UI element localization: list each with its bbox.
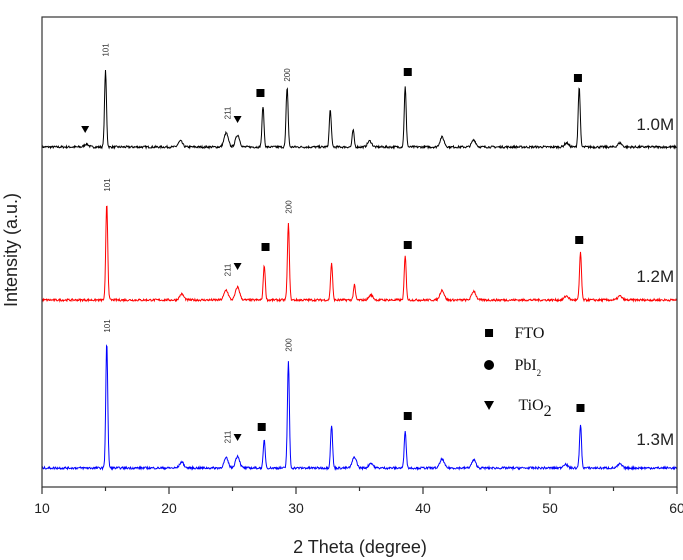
fto-square-marker [573,74,582,82]
fto-square-marker [403,68,412,76]
fto-square-marker [403,412,412,420]
legend-square-icon [485,329,494,337]
fto-square-marker [257,423,266,431]
peak-label: 200 [284,200,293,214]
tio2-triangle-marker [81,126,90,133]
x-tick-label: 20 [161,500,177,516]
x-tick-label: 50 [542,500,558,516]
y-axis-label: Intensity (a.u.) [1,193,21,307]
fto-square-marker [576,404,585,412]
annotations: 101 211 200 101 211 200 101 211 200 1.0M 1.2M 1.3M [81,43,674,449]
peak-label: 200 [283,68,292,82]
x-tick-label: 30 [288,500,304,516]
fto-square-marker [575,236,584,244]
series-line-1.3M [41,344,678,472]
x-axis-label: 2 Theta (degree) [293,537,427,557]
peak-label: 101 [103,178,112,192]
tio2-triangle-marker [233,263,242,270]
peak-label: 101 [102,43,111,57]
x-tick-label: 60 [669,500,683,516]
series-label: 1.0M [636,115,674,134]
fto-square-marker [403,241,412,249]
traces [41,69,678,472]
legend-circle-icon [484,360,495,370]
x-axis-ticks: 10 20 30 40 50 60 [34,487,683,516]
plot-frame [41,16,678,488]
legend-label-fto: FTO [514,325,544,342]
legend: FTO PbI2 TiO2 [484,325,552,420]
series-line-1.2M [41,205,678,303]
fto-square-marker [256,89,265,97]
tio2-triangle-marker [233,116,242,123]
series-label: 1.3M [636,430,674,449]
peak-label: 211 [223,430,232,443]
legend-label-tio: TiO2 [518,397,551,420]
fto-square-marker [261,243,270,251]
x-tick-label: 10 [34,500,50,516]
peak-label: 101 [103,319,112,333]
peak-label: 200 [284,338,293,352]
legend-triangle-icon [484,401,495,410]
series-line-1.0M [41,69,678,150]
x-tick-label: 40 [415,500,431,516]
series-label: 1.2M [636,267,674,286]
tio2-triangle-marker [233,434,242,441]
peak-label: 211 [223,263,232,276]
legend-label-pbi: PbI2 [514,357,541,378]
peak-label: 211 [223,106,232,119]
